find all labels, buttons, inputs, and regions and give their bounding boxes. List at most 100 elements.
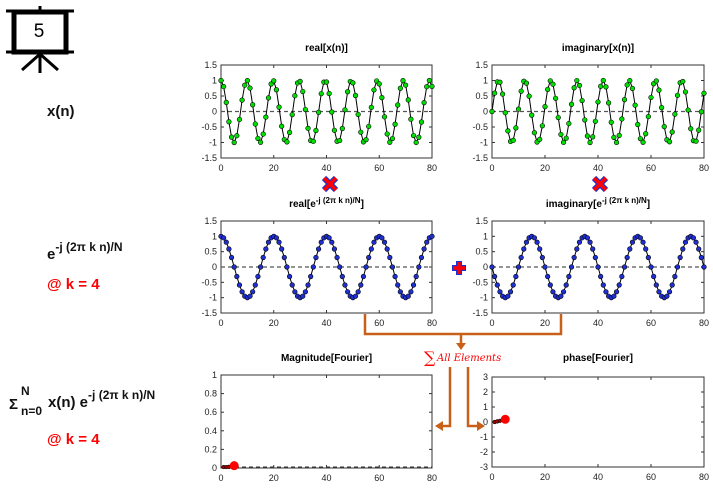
data-point xyxy=(539,123,545,129)
data-point xyxy=(669,282,675,288)
data-point xyxy=(363,264,369,270)
x-tick-label: 60 xyxy=(374,318,384,328)
data-point xyxy=(616,132,622,138)
data-point xyxy=(624,82,630,88)
data-point xyxy=(539,254,545,261)
data-point xyxy=(247,293,253,299)
data-point xyxy=(315,246,322,252)
title-exponent: -j (2π k n)/N xyxy=(316,196,361,205)
data-point xyxy=(701,264,707,270)
axes-box xyxy=(220,374,433,469)
multiply-icon xyxy=(321,175,339,193)
data-point xyxy=(271,78,277,84)
data-point xyxy=(627,246,633,252)
y-tick-label: 1 xyxy=(483,76,488,86)
data-point xyxy=(515,264,522,270)
data-point xyxy=(521,246,527,252)
y-tick-label: 1 xyxy=(212,76,217,86)
y-tick-label: 0.6 xyxy=(204,407,217,417)
x-tick-label: 80 xyxy=(699,163,709,173)
data-point xyxy=(281,254,287,261)
data-point xyxy=(611,293,617,299)
data-point xyxy=(515,106,522,112)
data-point xyxy=(510,137,516,143)
y-tick-label: 0 xyxy=(212,463,217,473)
x-tick-label: 60 xyxy=(374,163,384,173)
chart-title: imaginary[x(n)] xyxy=(562,43,634,54)
data-point xyxy=(397,85,403,91)
x-tick-label: 0 xyxy=(489,163,494,173)
data-point xyxy=(300,293,306,299)
data-point xyxy=(381,114,388,120)
data-point xyxy=(337,264,343,270)
axes-box xyxy=(491,376,705,468)
data-point xyxy=(545,86,551,93)
data-point xyxy=(568,101,575,107)
data-point xyxy=(637,136,644,142)
data-point xyxy=(405,293,411,299)
y-tick-label: -1 xyxy=(480,138,488,148)
data-point xyxy=(345,289,351,295)
data-point xyxy=(315,109,322,115)
basis-k-label: @ k = 4 xyxy=(47,276,100,293)
data-point xyxy=(260,131,266,137)
data-point xyxy=(228,254,235,261)
sum-lower: n=0 xyxy=(21,404,43,418)
data-point xyxy=(381,239,388,245)
y-tick-label: -0.5 xyxy=(201,122,217,132)
chart-title: imaginary[e-j (2π k n)/N] xyxy=(546,196,650,210)
basis-base: e xyxy=(47,246,56,263)
data-point xyxy=(329,109,335,115)
y-tick-label: 1 xyxy=(483,402,488,412)
data-point xyxy=(239,97,245,103)
data-point xyxy=(413,139,419,146)
data-point xyxy=(426,77,432,84)
chart-real-xn: real[x(n)] 0 20 40 60 80 -1.5 -1 -0.5 0 0.5 1 1.5 xyxy=(201,43,437,173)
data-point xyxy=(247,85,253,91)
data-point xyxy=(513,273,519,280)
data-point xyxy=(257,264,264,270)
data-point xyxy=(645,254,651,261)
data-point xyxy=(421,246,427,252)
basis-exponent: -j (2π k n)/N xyxy=(55,240,123,254)
slide-number: 5 xyxy=(33,21,45,42)
title-base: imaginary[e xyxy=(546,199,603,210)
data-point xyxy=(289,112,295,118)
data-point xyxy=(363,137,369,143)
y-tick-label: 1.5 xyxy=(475,216,488,226)
data-point xyxy=(598,273,604,280)
data-point xyxy=(550,81,556,87)
title-exponent: -j (2π k n)/N xyxy=(602,196,647,205)
data-point xyxy=(531,130,538,136)
data-point xyxy=(492,273,498,280)
y-tick-label: 1 xyxy=(483,231,488,241)
data-point xyxy=(592,118,598,124)
chart-title: phase[Fourier] xyxy=(563,353,633,364)
data-point xyxy=(653,282,659,288)
data-point xyxy=(345,89,351,95)
data-point xyxy=(352,92,359,99)
data-point xyxy=(424,239,430,245)
data-point xyxy=(408,116,414,122)
data-point xyxy=(226,246,232,252)
data-point xyxy=(666,289,673,295)
data-point xyxy=(568,264,575,270)
data-point xyxy=(603,84,609,90)
data-point xyxy=(352,293,359,299)
data-point xyxy=(255,273,261,280)
data-point xyxy=(297,78,303,84)
data-point xyxy=(558,293,564,299)
data-point xyxy=(629,85,636,92)
x-tick-label: 20 xyxy=(540,472,550,482)
data-point xyxy=(239,289,245,295)
title-end: ] xyxy=(647,199,650,210)
y-tick-label: -1 xyxy=(480,293,488,303)
data-point xyxy=(366,123,372,130)
data-point xyxy=(231,264,237,270)
data-point xyxy=(329,239,335,245)
data-point xyxy=(416,264,422,270)
x-tick-label: 80 xyxy=(699,318,709,328)
data-point xyxy=(255,135,261,142)
data-point xyxy=(358,129,364,135)
data-point xyxy=(384,246,390,252)
